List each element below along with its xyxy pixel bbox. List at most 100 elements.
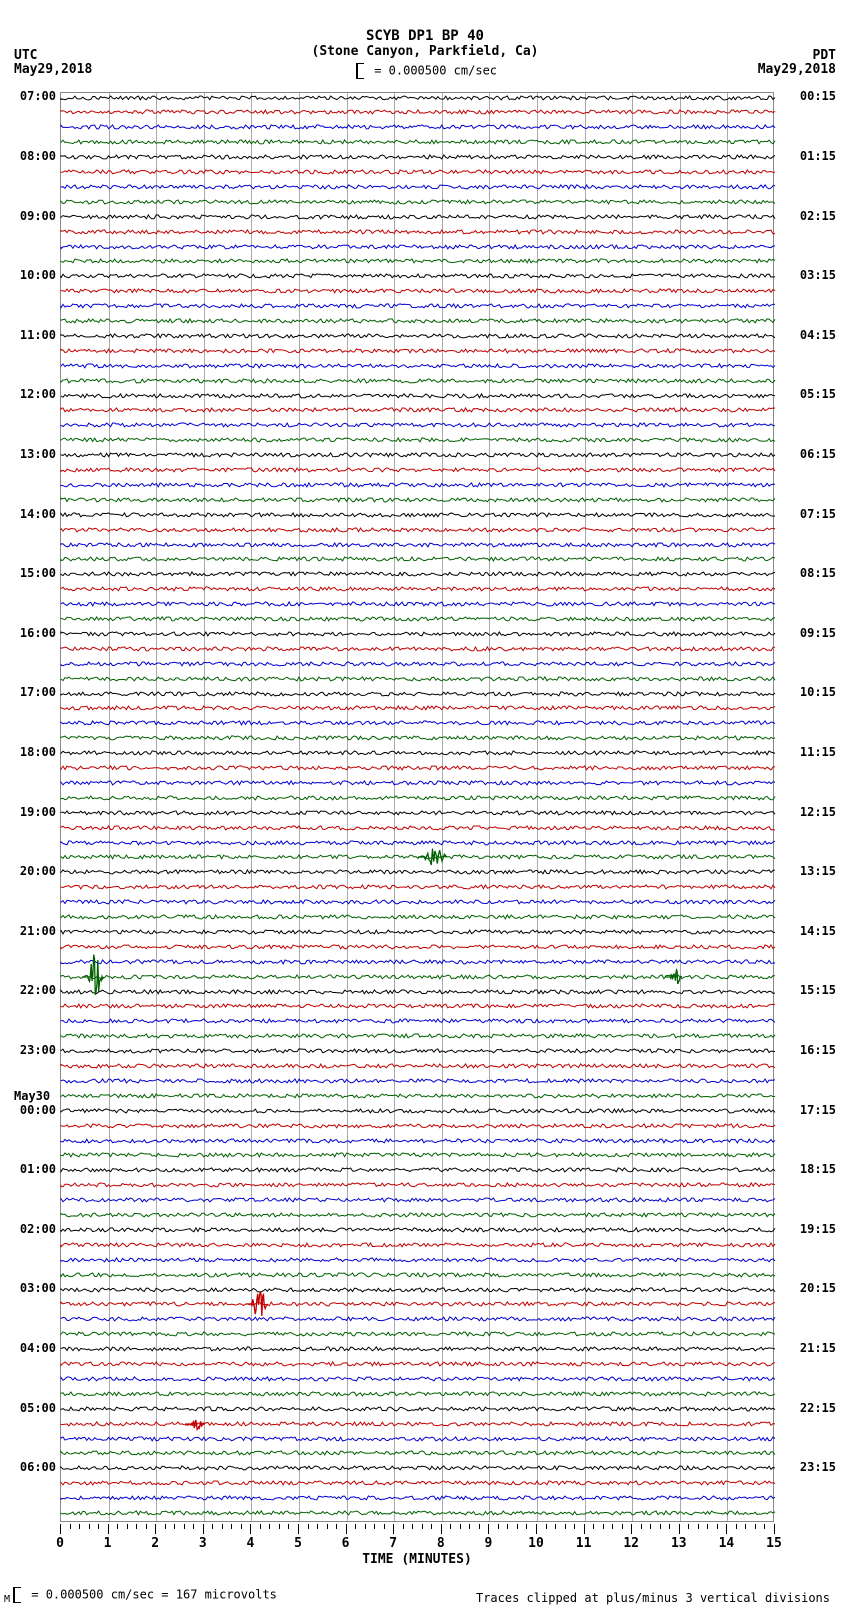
x-tick-minor	[717, 1524, 718, 1529]
x-tick-minor	[231, 1524, 232, 1529]
utc-hour-label: 23:00	[14, 1043, 56, 1057]
seismic-event	[418, 844, 452, 870]
x-tick-minor	[222, 1524, 223, 1529]
station-title: SCYB DP1 BP 40	[0, 28, 850, 44]
x-tick-minor	[308, 1524, 309, 1529]
x-tick	[155, 1524, 156, 1534]
x-tick-label: 15	[766, 1536, 782, 1551]
pdt-hour-label: 03:15	[800, 268, 836, 282]
x-tick-label: 4	[246, 1536, 254, 1551]
x-tick	[488, 1524, 489, 1534]
seismogram-container: SCYB DP1 BP 40 (Stone Canyon, Parkfield,…	[0, 0, 850, 1613]
x-tick	[631, 1524, 632, 1534]
utc-hour-label: 14:00	[14, 507, 56, 521]
x-tick-minor	[650, 1524, 651, 1529]
x-tick	[584, 1524, 585, 1534]
utc-hour-label: 00:00	[14, 1103, 56, 1117]
seismic-event	[246, 1285, 273, 1323]
utc-hour-label: 22:00	[14, 983, 56, 997]
x-tick-minor	[603, 1524, 604, 1529]
pdt-hour-label: 13:15	[800, 864, 836, 878]
utc-hour-label: 19:00	[14, 805, 56, 819]
seismic-event	[82, 950, 109, 1004]
x-tick-label: 10	[528, 1536, 544, 1551]
pdt-hour-label: 22:15	[800, 1401, 836, 1415]
x-tick	[250, 1524, 251, 1534]
pdt-hour-label: 21:15	[800, 1341, 836, 1355]
plot-area	[60, 92, 774, 1522]
x-tick-minor	[641, 1524, 642, 1529]
x-tick	[774, 1524, 775, 1534]
x-tick-minor	[660, 1524, 661, 1529]
x-tick-minor	[450, 1524, 451, 1529]
x-tick-label: 8	[437, 1536, 445, 1551]
utc-hour-label: 07:00	[14, 89, 56, 103]
x-tick-label: 3	[199, 1536, 207, 1551]
utc-hour-label: 17:00	[14, 685, 56, 699]
pdt-hour-label: 19:15	[800, 1222, 836, 1236]
x-tick-minor	[612, 1524, 613, 1529]
x-tick-minor	[193, 1524, 194, 1529]
x-tick-minor	[755, 1524, 756, 1529]
x-tick	[108, 1524, 109, 1534]
x-tick-minor	[269, 1524, 270, 1529]
x-tick	[441, 1524, 442, 1534]
x-tick-minor	[288, 1524, 289, 1529]
utc-hour-label: 08:00	[14, 149, 56, 163]
x-tick-minor	[355, 1524, 356, 1529]
x-tick-minor	[507, 1524, 508, 1529]
x-tick-minor	[736, 1524, 737, 1529]
pdt-hour-label: 15:15	[800, 983, 836, 997]
utc-hour-label: 04:00	[14, 1341, 56, 1355]
pdt-hour-label: 14:15	[800, 924, 836, 938]
x-tick-minor	[384, 1524, 385, 1529]
x-tick-minor	[565, 1524, 566, 1529]
x-tick-label: 9	[484, 1536, 492, 1551]
x-tick-label: 6	[342, 1536, 350, 1551]
pdt-hour-label: 12:15	[800, 805, 836, 819]
x-tick-minor	[498, 1524, 499, 1529]
x-tick-label: 1	[104, 1536, 112, 1551]
x-tick-minor	[184, 1524, 185, 1529]
utc-hour-label: 16:00	[14, 626, 56, 640]
utc-hour-label: 03:00	[14, 1281, 56, 1295]
utc-hour-label: 12:00	[14, 387, 56, 401]
x-tick-minor	[698, 1524, 699, 1529]
seismic-event	[665, 966, 687, 988]
x-tick-minor	[469, 1524, 470, 1529]
utc-hour-label: 15:00	[14, 566, 56, 580]
footer-clip-text: Traces clipped at plus/minus 3 vertical …	[476, 1591, 830, 1605]
x-tick-minor	[146, 1524, 147, 1529]
pdt-hour-label: 16:15	[800, 1043, 836, 1057]
utc-hour-label: 20:00	[14, 864, 56, 878]
x-tick	[726, 1524, 727, 1534]
x-tick-minor	[70, 1524, 71, 1529]
pdt-hour-label: 05:15	[800, 387, 836, 401]
pdt-hour-label: 17:15	[800, 1103, 836, 1117]
utc-hour-label: 05:00	[14, 1401, 56, 1415]
seismic-event	[185, 1414, 209, 1434]
utc-hour-label: 01:00	[14, 1162, 56, 1176]
x-tick-minor	[374, 1524, 375, 1529]
x-tick-label: 14	[719, 1536, 735, 1551]
date-right-label: May29,2018	[758, 62, 836, 77]
x-tick-minor	[622, 1524, 623, 1529]
x-tick-minor	[764, 1524, 765, 1529]
title-block: SCYB DP1 BP 40 (Stone Canyon, Parkfield,…	[0, 28, 850, 79]
x-tick-minor	[422, 1524, 423, 1529]
x-tick-minor	[517, 1524, 518, 1529]
x-axis-title: TIME (MINUTES)	[60, 1552, 774, 1567]
x-tick-minor	[136, 1524, 137, 1529]
x-tick	[393, 1524, 394, 1534]
x-tick-minor	[479, 1524, 480, 1529]
x-tick-minor	[546, 1524, 547, 1529]
pdt-hour-label: 00:15	[800, 89, 836, 103]
utc-hour-label: 18:00	[14, 745, 56, 759]
x-tick-minor	[241, 1524, 242, 1529]
x-tick-minor	[526, 1524, 527, 1529]
pdt-hour-label: 02:15	[800, 209, 836, 223]
x-tick	[346, 1524, 347, 1534]
pdt-hour-label: 04:15	[800, 328, 836, 342]
x-tick-minor	[593, 1524, 594, 1529]
x-tick-minor	[403, 1524, 404, 1529]
